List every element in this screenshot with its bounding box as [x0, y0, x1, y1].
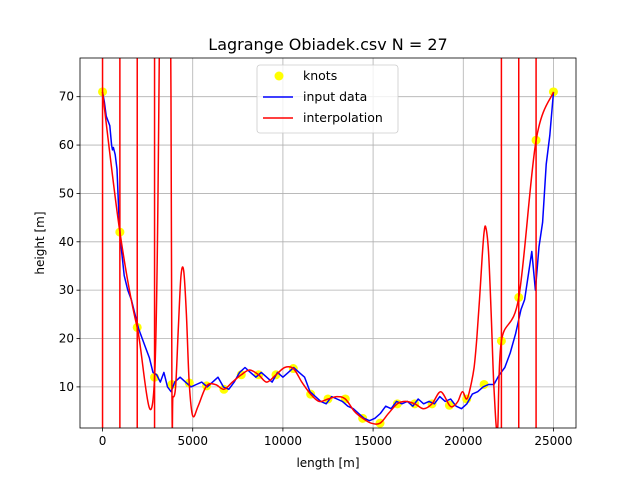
x-tick-label: 15000 — [354, 434, 392, 448]
x-tick-label: 20000 — [444, 434, 482, 448]
legend-box — [256, 64, 399, 134]
plot-frame — [79, 57, 577, 429]
y-tick-label: 50 — [59, 186, 74, 200]
y-tick-label: 40 — [59, 235, 74, 249]
axis-ticks: 0 5000 10000 15000 20000 25000 10 20 30 40 50 60 70 — [59, 90, 573, 448]
x-tick-label: 10000 — [264, 434, 302, 448]
y-tick-label: 60 — [59, 138, 74, 152]
interpolation-line — [101, 58, 555, 428]
y-tick-label: 70 — [59, 90, 74, 104]
knot-point — [479, 379, 489, 389]
y-tick-label: 30 — [59, 283, 74, 297]
chart-title: Lagrange Obiadek.csv N = 27 — [208, 35, 447, 54]
legend-knots-marker — [274, 71, 284, 81]
x-tick-label: 0 — [99, 434, 107, 448]
y-tick-label: 20 — [59, 332, 74, 346]
legend-input-data-label: input data — [303, 89, 367, 104]
input-data-line — [101, 91, 555, 422]
knot-point — [548, 87, 558, 97]
legend-knots-label: knots — [303, 68, 337, 83]
y-tick-label: 10 — [59, 380, 74, 394]
legend: knots input data interpolation — [256, 64, 399, 134]
x-tick-label: 5000 — [177, 434, 208, 448]
y-axis-label: height [m] — [33, 211, 47, 274]
x-tick-label: 25000 — [534, 434, 572, 448]
legend-interpolation-label: interpolation — [303, 110, 383, 125]
x-axis-label: length [m] — [296, 456, 359, 470]
